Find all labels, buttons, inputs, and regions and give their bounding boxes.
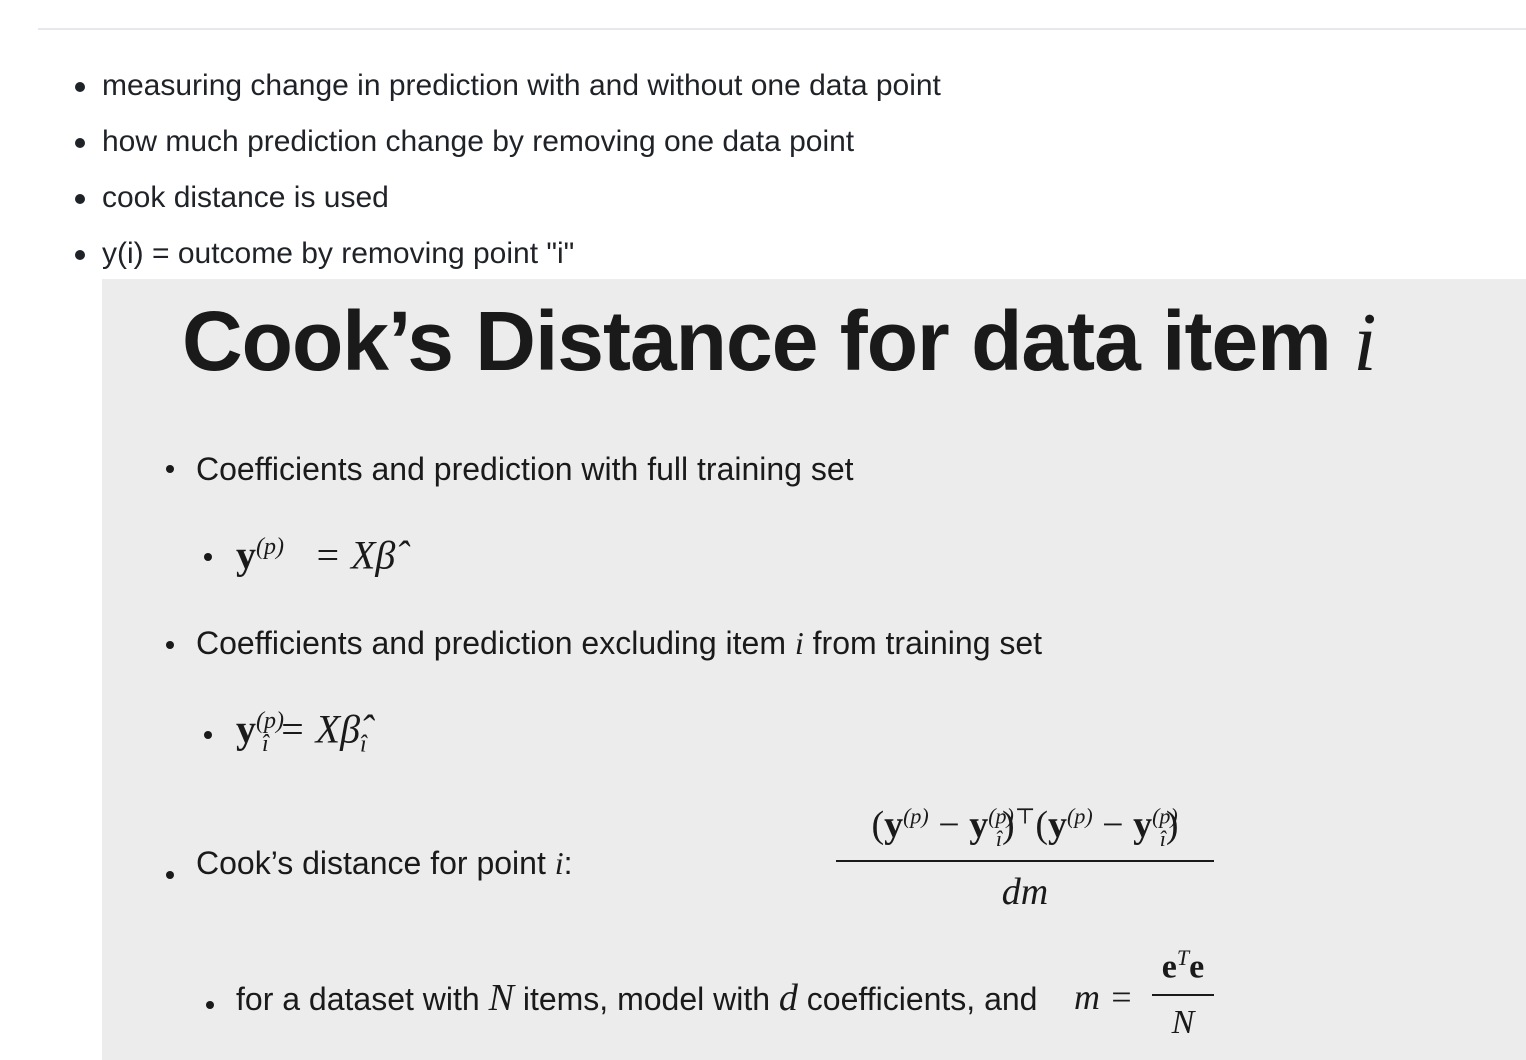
- bullet-icon: [75, 138, 85, 148]
- bullet-icon: [206, 1001, 214, 1009]
- slide-image: Cook’s Distance for data item i Coeffici…: [102, 279, 1526, 1060]
- equation-excluding: y(p)î = Xβ̂î: [236, 706, 367, 758]
- equation-full: y(p) = Xβ̂: [236, 532, 396, 578]
- m-fraction: eTe N: [1152, 945, 1214, 1042]
- notes-list: measuring change in prediction with and …: [73, 58, 941, 282]
- note-text: cook distance is used: [102, 181, 389, 214]
- bullet-full-training: Coefficients and prediction with full tr…: [196, 451, 854, 487]
- bullet-icon: [75, 250, 85, 260]
- cook-distance-label: Cook’s distance for point i:: [196, 845, 573, 881]
- bullet-icon: [75, 194, 85, 204]
- formula-numerator: (y(p) − y(p)î)⊤(y(p) − y(p)î): [871, 803, 1179, 851]
- bullet-icon: [204, 731, 212, 739]
- list-item: how much prediction change by removing o…: [73, 114, 941, 170]
- bullet-icon: [166, 465, 174, 473]
- note-text: measuring change in prediction with and …: [102, 69, 941, 102]
- fraction-bar: [836, 859, 1214, 862]
- list-item: measuring change in prediction with and …: [73, 58, 941, 114]
- note-text: how much prediction change by removing o…: [102, 125, 855, 158]
- cook-distance-formula: (y(p) − y(p)î)⊤(y(p) − y(p)î) dm: [836, 803, 1214, 914]
- dataset-description: for a dataset with N items, model with d…: [236, 977, 1038, 1019]
- list-item: cook distance is used: [73, 170, 941, 226]
- bullet-icon: [75, 82, 85, 92]
- m-lhs: m =: [1074, 977, 1134, 1017]
- horizontal-rule: [38, 28, 1526, 30]
- slide-title: Cook’s Distance for data item i: [182, 294, 1377, 389]
- list-item: y(i) = outcome by removing point "i": [73, 226, 941, 282]
- bullet-excluding-item: Coefficients and prediction excluding it…: [196, 625, 1043, 661]
- bullet-icon: [204, 553, 212, 561]
- bullet-icon: [166, 871, 174, 879]
- formula-denominator: dm: [1001, 870, 1049, 913]
- fraction-bar: [1152, 994, 1214, 997]
- bullet-icon: [166, 641, 174, 649]
- note-text: y(i) = outcome by removing point "i": [102, 237, 575, 270]
